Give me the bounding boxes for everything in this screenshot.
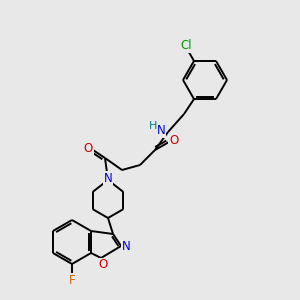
Text: Cl: Cl	[180, 39, 192, 52]
Text: F: F	[69, 274, 75, 286]
Text: N: N	[157, 124, 165, 137]
Text: O: O	[169, 134, 178, 148]
Text: O: O	[83, 142, 93, 154]
Text: H: H	[149, 121, 157, 131]
Text: N: N	[122, 239, 130, 253]
Text: N: N	[103, 172, 112, 184]
Text: O: O	[98, 259, 108, 272]
